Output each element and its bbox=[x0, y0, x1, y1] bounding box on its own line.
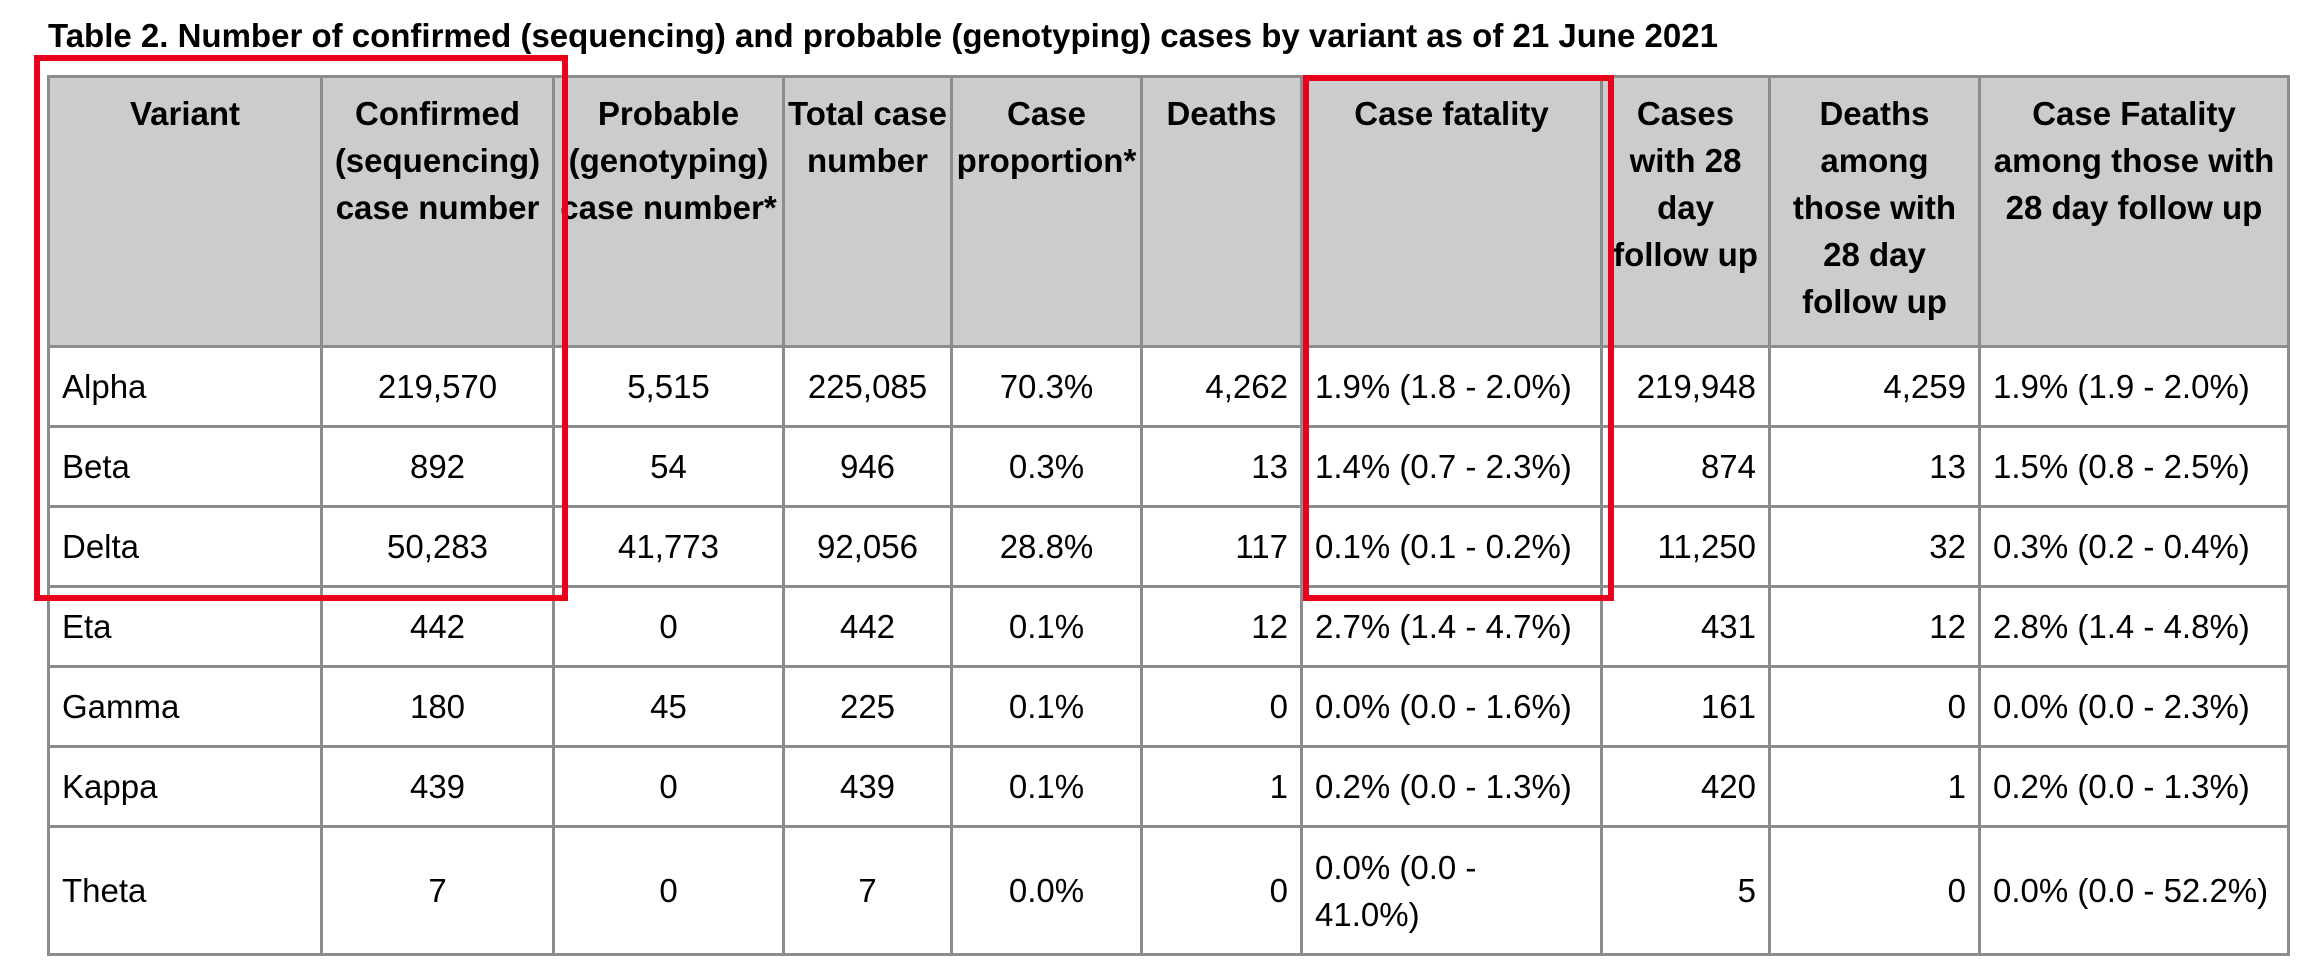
cell-case-fatality: 1.4% (0.7 - 2.3%) bbox=[1300, 425, 1603, 508]
cell-probable: 45 bbox=[552, 665, 785, 748]
cell-case-fatality: 0.2% (0.0 - 1.3%) bbox=[1300, 745, 1603, 828]
cell-case-proportion: 70.3% bbox=[950, 345, 1143, 428]
cell-case-fatality: 0.1% (0.1 - 0.2%) bbox=[1300, 505, 1603, 588]
header-row: Variant Confirmed (sequencing) case numb… bbox=[47, 75, 2290, 348]
cell-total: 225,085 bbox=[782, 345, 953, 428]
cell-total: 7 bbox=[782, 825, 953, 956]
cell-variant: Gamma bbox=[47, 665, 323, 748]
cell-case-fatality-28-day: 2.8% (1.4 - 4.8%) bbox=[1978, 585, 2290, 668]
table-row: Alpha 219,570 5,515 225,085 70.3% 4,262 … bbox=[47, 345, 2290, 428]
variant-cases-table: Variant Confirmed (sequencing) case numb… bbox=[47, 75, 2290, 956]
cell-cases-28-day: 219,948 bbox=[1600, 345, 1771, 428]
cell-variant: Delta bbox=[47, 505, 323, 588]
cell-deaths: 1 bbox=[1140, 745, 1303, 828]
cell-total: 439 bbox=[782, 745, 953, 828]
cell-deaths-28-day: 32 bbox=[1768, 505, 1981, 588]
cell-confirmed: 892 bbox=[320, 425, 555, 508]
cell-deaths-28-day: 12 bbox=[1768, 585, 1981, 668]
cell-case-fatality: 2.7% (1.4 - 4.7%) bbox=[1300, 585, 1603, 668]
header-deaths-28-day: Deaths among those with 28 day follow up bbox=[1768, 75, 1981, 348]
cell-confirmed: 180 bbox=[320, 665, 555, 748]
cell-deaths-28-day: 1 bbox=[1768, 745, 1981, 828]
cell-case-fatality: 1.9% (1.8 - 2.0%) bbox=[1300, 345, 1603, 428]
cell-case-fatality-28-day: 0.3% (0.2 - 0.4%) bbox=[1978, 505, 2290, 588]
cell-variant: Eta bbox=[47, 585, 323, 668]
cell-deaths: 13 bbox=[1140, 425, 1303, 508]
cell-confirmed: 50,283 bbox=[320, 505, 555, 588]
cell-probable: 0 bbox=[552, 585, 785, 668]
table-row: Eta 442 0 442 0.1% 12 2.7% (1.4 - 4.7%) … bbox=[47, 585, 2290, 668]
cell-probable: 0 bbox=[552, 745, 785, 828]
cell-case-proportion: 0.0% bbox=[950, 825, 1143, 956]
cell-probable: 41,773 bbox=[552, 505, 785, 588]
table-row: Theta 7 0 7 0.0% 0 0.0% (0.0 - 41.0%) 5 … bbox=[47, 825, 2290, 956]
header-deaths: Deaths bbox=[1140, 75, 1303, 348]
cell-case-proportion: 0.1% bbox=[950, 745, 1143, 828]
cell-total: 946 bbox=[782, 425, 953, 508]
cell-deaths: 0 bbox=[1140, 665, 1303, 748]
cell-case-proportion: 0.3% bbox=[950, 425, 1143, 508]
cell-deaths: 4,262 bbox=[1140, 345, 1303, 428]
header-probable: Probable (genotyping) case number* bbox=[552, 75, 785, 348]
cell-case-fatality-28-day: 1.9% (1.9 - 2.0%) bbox=[1978, 345, 2290, 428]
cell-variant: Kappa bbox=[47, 745, 323, 828]
cell-deaths: 117 bbox=[1140, 505, 1303, 588]
header-total: Total case number bbox=[782, 75, 953, 348]
header-case-proportion: Case proportion* bbox=[950, 75, 1143, 348]
table-row: Gamma 180 45 225 0.1% 0 0.0% (0.0 - 1.6%… bbox=[47, 665, 2290, 748]
cell-deaths: 12 bbox=[1140, 585, 1303, 668]
table-row: Beta 892 54 946 0.3% 13 1.4% (0.7 - 2.3%… bbox=[47, 425, 2290, 508]
cell-case-fatality-28-day: 0.2% (0.0 - 1.3%) bbox=[1978, 745, 2290, 828]
cell-case-fatality-28-day: 0.0% (0.0 - 2.3%) bbox=[1978, 665, 2290, 748]
cell-case-fatality-28-day: 1.5% (0.8 - 2.5%) bbox=[1978, 425, 2290, 508]
cell-probable: 54 bbox=[552, 425, 785, 508]
header-case-fatality-28-day: Case Fatality among those with 28 day fo… bbox=[1978, 75, 2290, 348]
table-row: Kappa 439 0 439 0.1% 1 0.2% (0.0 - 1.3%)… bbox=[47, 745, 2290, 828]
cell-variant: Alpha bbox=[47, 345, 323, 428]
cell-case-fatality: 0.0% (0.0 - 41.0%) bbox=[1300, 825, 1603, 956]
cell-variant: Theta bbox=[47, 825, 323, 956]
cell-cases-28-day: 5 bbox=[1600, 825, 1771, 956]
cell-cases-28-day: 431 bbox=[1600, 585, 1771, 668]
cell-cases-28-day: 874 bbox=[1600, 425, 1771, 508]
cell-case-fatality: 0.0% (0.0 - 1.6%) bbox=[1300, 665, 1603, 748]
header-variant: Variant bbox=[47, 75, 323, 348]
cell-deaths-28-day: 4,259 bbox=[1768, 345, 1981, 428]
cell-deaths: 0 bbox=[1140, 825, 1303, 956]
header-case-fatality: Case fatality bbox=[1300, 75, 1603, 348]
cell-case-fatality-28-day: 0.0% (0.0 - 52.2%) bbox=[1978, 825, 2290, 956]
cell-confirmed: 7 bbox=[320, 825, 555, 956]
header-confirmed: Confirmed (sequencing) case number bbox=[320, 75, 555, 348]
cell-cases-28-day: 420 bbox=[1600, 745, 1771, 828]
cell-cases-28-day: 11,250 bbox=[1600, 505, 1771, 588]
cell-variant: Beta bbox=[47, 425, 323, 508]
cell-deaths-28-day: 0 bbox=[1768, 825, 1981, 956]
cell-case-proportion: 0.1% bbox=[950, 585, 1143, 668]
cell-total: 225 bbox=[782, 665, 953, 748]
cell-confirmed: 219,570 bbox=[320, 345, 555, 428]
cell-case-proportion: 0.1% bbox=[950, 665, 1143, 748]
cell-cases-28-day: 161 bbox=[1600, 665, 1771, 748]
cell-case-proportion: 28.8% bbox=[950, 505, 1143, 588]
cell-probable: 5,515 bbox=[552, 345, 785, 428]
cell-deaths-28-day: 0 bbox=[1768, 665, 1981, 748]
cell-probable: 0 bbox=[552, 825, 785, 956]
table-caption: Table 2. Number of confirmed (sequencing… bbox=[48, 17, 1718, 54]
cell-total: 92,056 bbox=[782, 505, 953, 588]
cell-confirmed: 442 bbox=[320, 585, 555, 668]
cell-deaths-28-day: 13 bbox=[1768, 425, 1981, 508]
cell-confirmed: 439 bbox=[320, 745, 555, 828]
table-row: Delta 50,283 41,773 92,056 28.8% 117 0.1… bbox=[47, 505, 2290, 588]
header-cases-28-day: Cases with 28 day follow up bbox=[1600, 75, 1771, 348]
cell-total: 442 bbox=[782, 585, 953, 668]
